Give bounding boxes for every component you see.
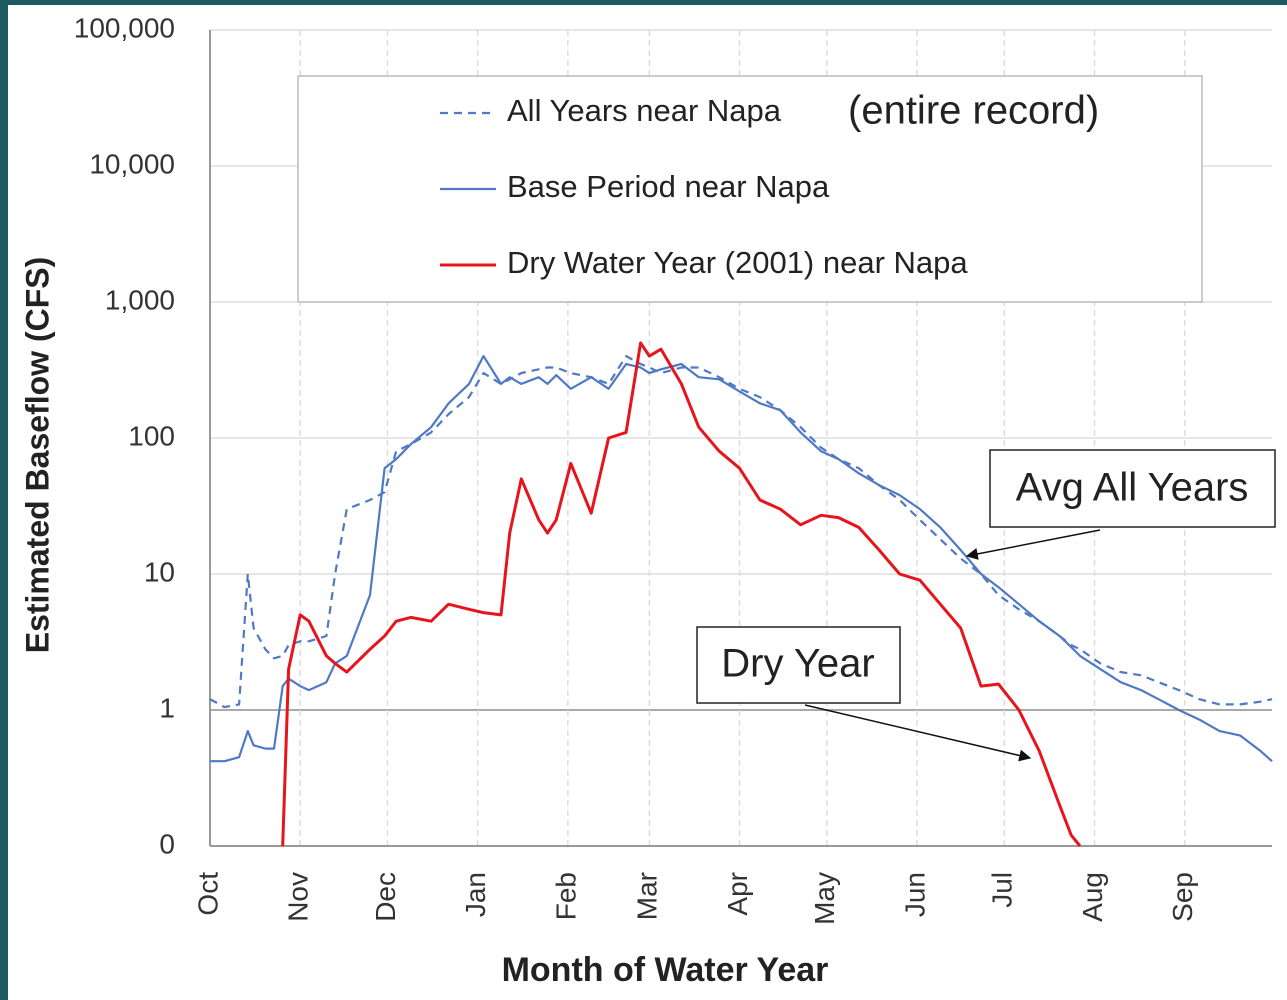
x-tick-label: Feb — [550, 872, 581, 920]
x-tick-label: Jan — [460, 872, 491, 917]
annotation-arrow — [804, 704, 1032, 762]
y-tick-label: 100 — [128, 420, 175, 451]
x-tick-label: Mar — [632, 872, 663, 920]
annotation: Dry Year — [721, 642, 874, 686]
y-tick-label: 1,000 — [105, 284, 175, 315]
x-tick-label: May — [809, 872, 840, 925]
x-tick-label: Sep — [1167, 872, 1198, 922]
y-tick-label: 10,000 — [89, 148, 175, 179]
legend-label: Base Period near Napa — [507, 169, 830, 204]
annotation: Avg All Years — [1016, 466, 1249, 510]
x-tick-label: Jul — [987, 872, 1018, 908]
series-line — [210, 355, 1273, 763]
legend: All Years near Napa Base Period near Napa… — [440, 93, 968, 280]
annotation-box — [696, 626, 901, 704]
legend-label: All Years near Napa — [507, 93, 782, 128]
x-tick-label: Dec — [370, 872, 401, 922]
annotation-arrow — [965, 529, 1101, 560]
x-tick-label: Jun — [899, 872, 930, 917]
x-tick-label: Aug — [1077, 872, 1108, 922]
annotation-box — [989, 449, 1276, 528]
series-line — [209, 355, 1273, 709]
x-tick-label: Oct — [192, 872, 223, 916]
y-tick-label: 100,000 — [74, 12, 175, 43]
x-tick-label: Nov — [283, 872, 314, 922]
series-line — [281, 341, 1082, 847]
x-axis-title: Month of Water Year — [502, 951, 829, 989]
y-tick-label: 10 — [144, 556, 175, 587]
x-tick-label: Apr — [722, 872, 753, 916]
lines — [209, 341, 1273, 847]
legend-note: (entire record) — [848, 89, 1099, 133]
y-tick-label: 0 — [159, 828, 175, 859]
legend-label: Dry Water Year (2001) near Napa — [507, 245, 968, 280]
y-tick-label: 1 — [159, 692, 175, 723]
y-axis-title: Estimated Baseflow (CFS) — [19, 257, 55, 654]
